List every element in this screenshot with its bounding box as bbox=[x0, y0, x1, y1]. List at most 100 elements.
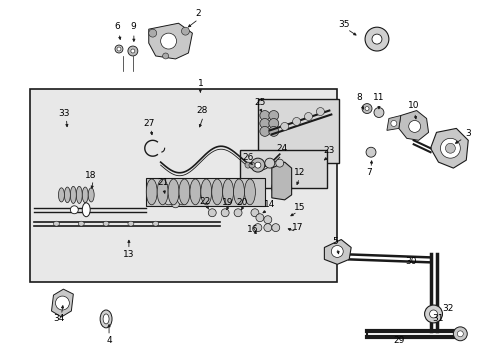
Ellipse shape bbox=[53, 221, 60, 226]
Text: 7: 7 bbox=[366, 167, 371, 176]
Circle shape bbox=[277, 184, 285, 192]
Circle shape bbox=[259, 111, 269, 121]
Circle shape bbox=[234, 209, 242, 217]
Text: 21: 21 bbox=[157, 179, 168, 188]
Circle shape bbox=[115, 45, 122, 53]
Circle shape bbox=[365, 27, 388, 51]
Circle shape bbox=[373, 108, 383, 117]
Polygon shape bbox=[271, 162, 291, 200]
Text: 16: 16 bbox=[246, 225, 258, 234]
Ellipse shape bbox=[222, 179, 233, 205]
Circle shape bbox=[316, 108, 324, 116]
Circle shape bbox=[271, 178, 291, 198]
Polygon shape bbox=[51, 289, 73, 317]
Text: 22: 22 bbox=[199, 197, 210, 206]
Ellipse shape bbox=[146, 179, 157, 205]
Text: 15: 15 bbox=[293, 203, 305, 212]
Ellipse shape bbox=[82, 203, 90, 217]
Text: 8: 8 bbox=[355, 93, 361, 102]
Ellipse shape bbox=[103, 221, 109, 226]
Text: 33: 33 bbox=[59, 109, 70, 118]
Ellipse shape bbox=[152, 221, 158, 226]
Circle shape bbox=[128, 46, 138, 56]
Polygon shape bbox=[324, 239, 350, 264]
Text: 31: 31 bbox=[432, 314, 443, 323]
Ellipse shape bbox=[70, 186, 76, 203]
Ellipse shape bbox=[103, 314, 109, 324]
Circle shape bbox=[271, 224, 279, 231]
Text: 6: 6 bbox=[114, 22, 120, 31]
Ellipse shape bbox=[157, 179, 168, 205]
Ellipse shape bbox=[88, 188, 94, 202]
Circle shape bbox=[259, 118, 269, 129]
Text: 13: 13 bbox=[123, 250, 134, 259]
Ellipse shape bbox=[100, 310, 112, 328]
Circle shape bbox=[254, 162, 260, 168]
Text: 35: 35 bbox=[338, 20, 349, 29]
Polygon shape bbox=[398, 111, 427, 140]
Circle shape bbox=[161, 33, 176, 49]
Text: 19: 19 bbox=[222, 198, 233, 207]
Circle shape bbox=[131, 49, 135, 53]
Circle shape bbox=[366, 147, 375, 157]
Circle shape bbox=[452, 327, 467, 341]
Circle shape bbox=[268, 126, 278, 136]
Ellipse shape bbox=[82, 187, 88, 203]
Polygon shape bbox=[386, 116, 400, 130]
Circle shape bbox=[171, 200, 179, 208]
Circle shape bbox=[264, 216, 271, 224]
Circle shape bbox=[331, 246, 343, 257]
Text: 1: 1 bbox=[197, 79, 203, 88]
Polygon shape bbox=[429, 129, 468, 168]
Ellipse shape bbox=[179, 179, 189, 205]
Circle shape bbox=[208, 209, 216, 217]
Ellipse shape bbox=[168, 179, 179, 205]
Circle shape bbox=[148, 29, 156, 37]
Text: 23: 23 bbox=[323, 146, 334, 155]
Circle shape bbox=[221, 209, 229, 217]
Text: 25: 25 bbox=[254, 98, 265, 107]
Bar bbox=[30, 89, 337, 282]
Ellipse shape bbox=[76, 186, 82, 203]
Circle shape bbox=[250, 158, 264, 172]
Ellipse shape bbox=[233, 179, 244, 205]
Circle shape bbox=[456, 331, 462, 337]
Ellipse shape bbox=[211, 179, 222, 205]
Circle shape bbox=[408, 121, 420, 132]
Circle shape bbox=[292, 117, 300, 125]
Text: 4: 4 bbox=[106, 336, 112, 345]
Circle shape bbox=[163, 195, 173, 205]
Text: 18: 18 bbox=[85, 171, 97, 180]
Ellipse shape bbox=[244, 179, 255, 205]
Text: 30: 30 bbox=[404, 257, 416, 266]
Text: 27: 27 bbox=[143, 119, 154, 128]
Ellipse shape bbox=[201, 179, 211, 205]
Circle shape bbox=[70, 206, 78, 214]
Text: 28: 28 bbox=[196, 106, 207, 115]
Circle shape bbox=[424, 305, 442, 323]
Circle shape bbox=[244, 162, 250, 168]
Circle shape bbox=[268, 118, 278, 129]
Circle shape bbox=[268, 111, 278, 121]
Circle shape bbox=[304, 113, 312, 121]
Text: 24: 24 bbox=[276, 144, 287, 153]
Circle shape bbox=[428, 310, 437, 318]
Circle shape bbox=[250, 209, 258, 217]
Text: 20: 20 bbox=[236, 198, 247, 207]
Circle shape bbox=[275, 159, 283, 167]
Circle shape bbox=[280, 122, 288, 130]
Text: 34: 34 bbox=[54, 314, 65, 323]
Circle shape bbox=[264, 224, 271, 231]
Circle shape bbox=[365, 107, 368, 111]
Bar bbox=[257, 99, 339, 163]
Circle shape bbox=[177, 195, 187, 205]
Circle shape bbox=[163, 53, 168, 59]
Text: 26: 26 bbox=[242, 153, 253, 162]
Circle shape bbox=[445, 143, 454, 153]
Circle shape bbox=[248, 162, 254, 168]
Text: 12: 12 bbox=[293, 167, 305, 176]
Bar bbox=[240, 150, 326, 188]
Circle shape bbox=[361, 104, 371, 113]
Circle shape bbox=[55, 296, 69, 310]
Text: 29: 29 bbox=[392, 336, 404, 345]
